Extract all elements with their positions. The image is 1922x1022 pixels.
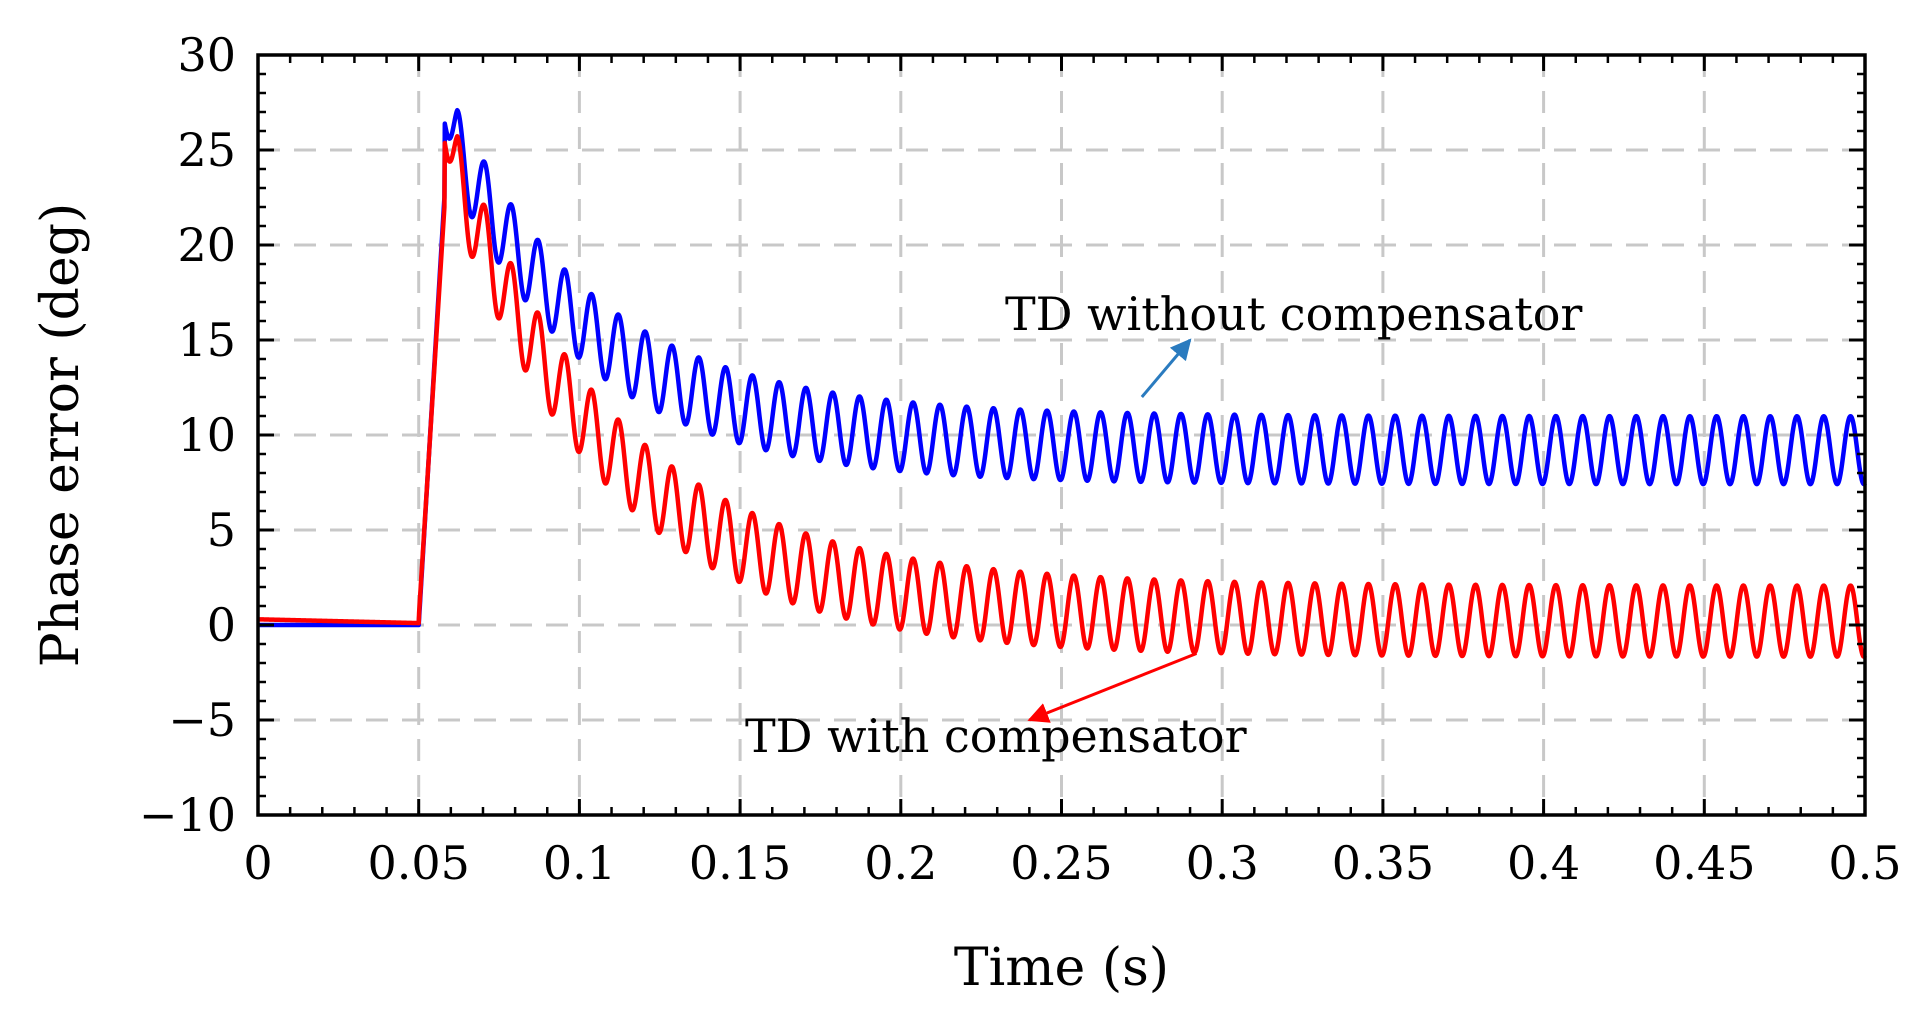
x-tick-label: 0.1 [543, 836, 616, 890]
y-tick-label: 30 [177, 28, 236, 82]
y-tick-label: 10 [177, 408, 236, 462]
x-tick-label: 0.3 [1186, 836, 1259, 890]
x-tick-label: 0.5 [1828, 836, 1901, 890]
y-tick-label: 15 [177, 313, 236, 367]
x-tick-label: 0.2 [864, 836, 937, 890]
y-tick-label: 5 [207, 503, 236, 557]
series-line-without-compensator [256, 107, 1867, 628]
x-tick-label: 0.45 [1653, 836, 1755, 890]
y-tick-label: −10 [139, 788, 236, 842]
annotation-arrow [1027, 652, 1198, 723]
x-axis-label: Time (s) [954, 938, 1169, 998]
y-axis-label: Phase error (deg) [31, 203, 91, 668]
x-tick-label: 0.4 [1507, 836, 1580, 890]
x-tick-label: 0 [243, 836, 272, 890]
x-tick-label: 0.25 [1010, 836, 1112, 890]
y-tick-label: 20 [177, 218, 236, 272]
axes: 0 0.05 0.1 0.15 0.2 0.25 0.3 0.35 0.4 0.45 0.5 −10 −… [139, 28, 1902, 890]
y-tick-label: 0 [207, 598, 236, 652]
annotation-arrow [1140, 338, 1192, 398]
grid [258, 55, 1865, 815]
x-tick-label: 0.35 [1332, 836, 1434, 890]
x-tick-label: 0.05 [367, 836, 469, 890]
annotations: TD without compensator TD with compensato… [745, 287, 1582, 763]
annotation-label: TD with compensator [745, 709, 1247, 763]
series-group [256, 107, 1867, 659]
series-line-with-compensator [256, 134, 1867, 659]
annotation-label: TD without compensator [1005, 287, 1582, 341]
y-tick-label: 25 [177, 123, 236, 177]
y-tick-label: −5 [168, 693, 236, 747]
x-tick-label: 0.15 [689, 836, 791, 890]
